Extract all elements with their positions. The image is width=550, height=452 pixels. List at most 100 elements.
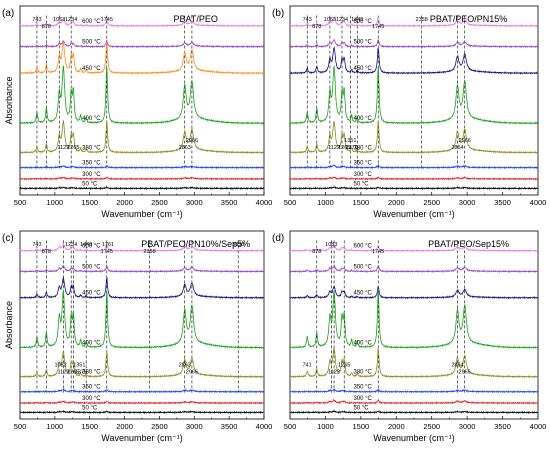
peak-label: 2358 <box>143 249 155 255</box>
series-label: 300 °C <box>353 172 372 178</box>
series-line <box>19 65 264 125</box>
peak-label: 743 <box>303 17 312 23</box>
series-line <box>19 176 264 181</box>
series-label: 300 °C <box>82 396 101 402</box>
series-label: 500 °C <box>82 40 101 46</box>
peak-label: 1234 <box>336 17 348 23</box>
series-label: 600 °C <box>82 19 101 25</box>
peak-label: 2358 <box>416 17 428 23</box>
peak-label: 1122 <box>57 145 69 151</box>
x-tick-label: 3000 <box>186 422 203 431</box>
peak-label: 1122 <box>328 369 340 375</box>
series-label: 500 °C <box>353 40 372 46</box>
peak-label: 1761 <box>102 242 114 248</box>
series-label: 50 °C <box>82 405 98 411</box>
panel-title: PBAT/PEO/PN10%/Sep5% <box>141 239 250 249</box>
series-label: 50 °C <box>353 181 369 187</box>
series-line <box>19 289 265 350</box>
panel-letter: (c) <box>2 233 14 244</box>
x-tick-label: 500 <box>14 422 27 431</box>
series-label: 350 °C <box>353 385 372 391</box>
x-axis-label: Wavenumber (cm⁻¹) <box>101 433 182 443</box>
peak-label: 1745 <box>101 249 113 255</box>
x-tick-label: 1000 <box>47 198 64 207</box>
x-tick-label: 3000 <box>459 422 476 431</box>
x-axis-label: Wavenumber (cm⁻¹) <box>373 209 454 219</box>
series-label: 380 °C <box>82 370 101 376</box>
plot-frame <box>19 230 265 420</box>
peak-label: 1234 <box>65 17 77 23</box>
x-tick-label: 3500 <box>494 198 511 207</box>
peak-label: 1745 <box>101 17 113 23</box>
series-label: 400 °C <box>353 116 372 122</box>
series-line <box>19 276 264 300</box>
x-tick-label: 3500 <box>221 198 238 207</box>
x-tick-label: 2500 <box>423 198 440 207</box>
peak-label: 1449 <box>351 17 363 23</box>
series-line <box>289 409 538 415</box>
x-tick-label: 4000 <box>530 198 547 207</box>
series-line <box>289 285 539 300</box>
series-label: 450 °C <box>82 291 101 297</box>
series-line <box>289 185 539 191</box>
series-line <box>19 41 265 75</box>
peak-label: 878 <box>42 249 51 255</box>
series-label: 50 °C <box>353 405 369 411</box>
panel-c: 500 1000 1500 2000 2500 3000 3500 4000 Wavenumbe… <box>2 230 272 443</box>
series-line <box>289 46 539 75</box>
series-line <box>19 243 264 253</box>
series-label: 400 °C <box>353 341 372 347</box>
panel-letter: (a) <box>2 8 14 19</box>
series-line <box>289 65 538 125</box>
series-label: 450 °C <box>82 66 101 72</box>
peak-label: 1122 <box>57 369 69 375</box>
series-label: 350 °C <box>82 385 101 391</box>
x-tick-label: 500 <box>14 198 27 207</box>
series-label: 300 °C <box>353 396 372 402</box>
y-axis-label: Absorbance <box>4 301 14 349</box>
x-tick-label: 4000 <box>256 198 273 207</box>
peak-label: 1351 <box>73 362 85 368</box>
peak-label: 2864 <box>451 145 463 151</box>
x-tick-label: 1000 <box>317 198 334 207</box>
peak-label: 743 <box>32 242 41 248</box>
peak-label: 3630 <box>232 242 244 248</box>
x-tick-label: 3500 <box>221 422 238 431</box>
peak-label: 2966 <box>186 138 198 144</box>
series-line <box>19 119 265 155</box>
series-line <box>19 350 265 379</box>
peak-label: 878 <box>312 249 321 255</box>
x-tick-label: 1000 <box>47 422 64 431</box>
peak-label: 1375 <box>75 369 87 375</box>
x-tick-label: 3000 <box>459 198 476 207</box>
panel-a: 500 1000 1500 2000 2500 3000 3500 4000 Wavenumbe… <box>2 5 273 219</box>
peak-label: 1370 <box>346 145 358 151</box>
peak-label: 1265 <box>67 145 79 151</box>
peak-label: 1082 <box>54 362 66 368</box>
peak-label: 2966 <box>186 369 198 375</box>
series-line <box>19 264 265 274</box>
series-label: 500 °C <box>82 264 101 270</box>
series-label: 380 °C <box>353 145 372 151</box>
series-line <box>20 409 264 415</box>
peak-label: 1265 <box>338 145 350 151</box>
panel-letter: (b) <box>272 8 284 19</box>
series-line <box>289 38 539 49</box>
peak-label: 1745 <box>372 249 384 255</box>
y-axis-label: Absorbance <box>4 76 14 124</box>
panel-d: 500 1000 1500 2000 2500 3000 3500 4000 Wavenumbe… <box>272 230 546 443</box>
x-tick-label: 2000 <box>388 422 405 431</box>
series-label: 450 °C <box>353 291 372 297</box>
peak-label: 2966 <box>459 138 471 144</box>
peak-label: 1063 <box>324 17 336 23</box>
x-tick-label: 3500 <box>494 422 511 431</box>
peak-label: 2965 <box>459 369 471 375</box>
x-tick-label: 2500 <box>423 422 440 431</box>
series-line <box>19 387 265 394</box>
series-label: 600 °C <box>353 19 372 25</box>
x-tick-label: 1500 <box>353 422 370 431</box>
series-line <box>19 164 265 170</box>
series-line <box>20 39 265 49</box>
series-label: 400 °C <box>82 341 101 347</box>
series-label: 500 °C <box>353 264 372 270</box>
